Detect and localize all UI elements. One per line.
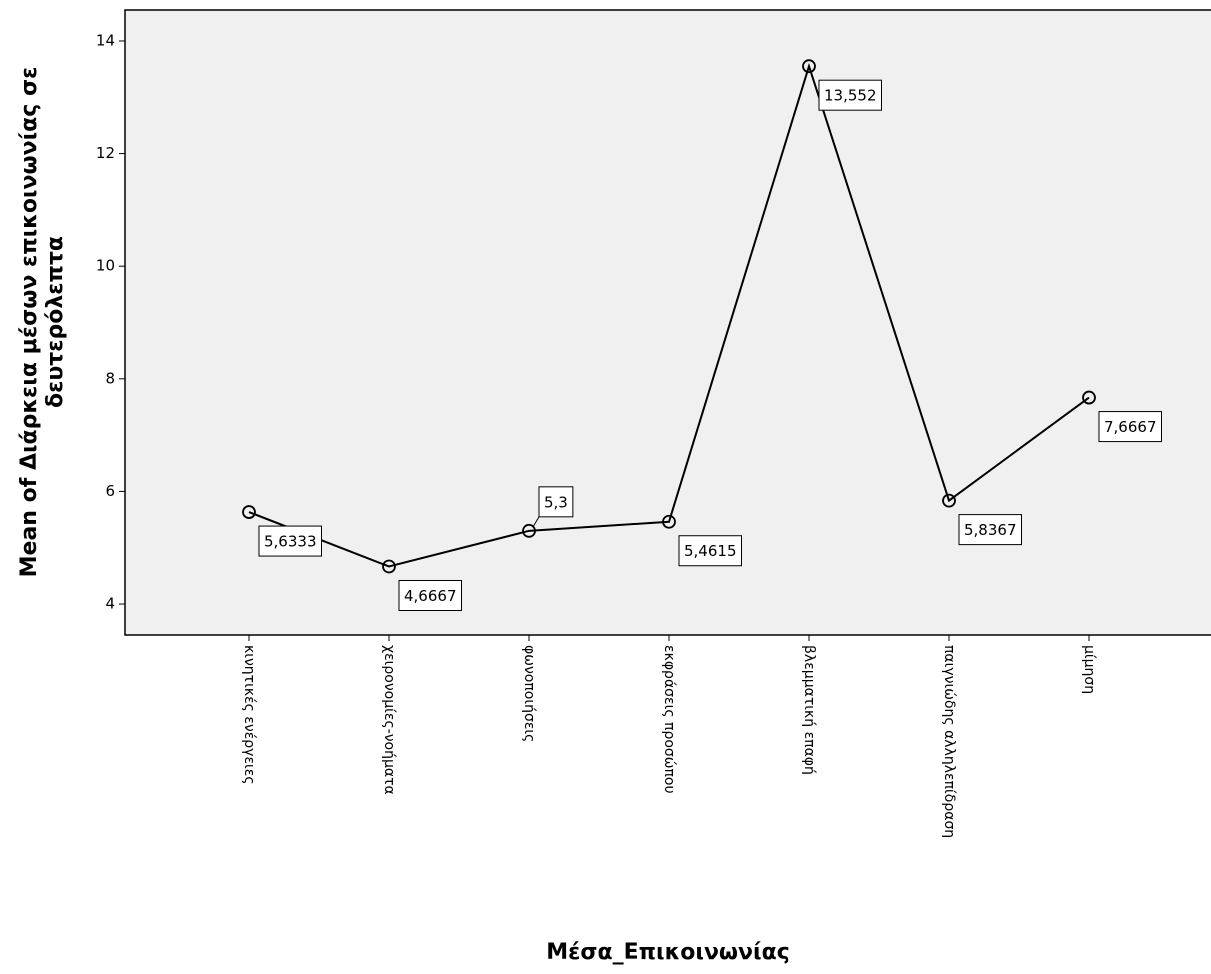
leader [532,516,540,528]
marker [522,523,536,538]
marker [802,59,816,74]
y-tick-label: 8 [105,369,115,387]
value-label: 5,3 [538,486,574,518]
value-label-box [818,79,882,111]
value-label: 4,6667 [398,579,462,611]
x-tick-label: μίμηση [1081,645,1097,694]
value-label-text: 5,8367 [964,521,1017,539]
y-tick-label: 4 [105,595,115,613]
value-label-text: 13,552 [824,87,877,105]
value-label-text: 5,6333 [264,533,317,551]
value-label-box [398,579,462,611]
y-axis-title: δευτερόλεπτα [43,236,68,408]
line [248,62,1090,568]
x-axis-title: Μέσα_Επικοινωνίας [546,940,790,965]
marker [382,559,396,574]
marker [942,493,956,508]
y-tick-label: 10 [96,257,115,275]
y-axis-title: Mean of Διάρκεια μέσων επικοινωνίας σε [17,67,42,578]
marker [242,505,256,519]
value-label-box [1098,411,1162,443]
marker [662,514,676,529]
x-tick-label: παιγνιώδης αλληλεπίδραση [941,645,957,838]
value-label: 13,552 [818,79,882,111]
value-label: 5,8367 [958,514,1022,546]
value-label: 5,4615 [678,535,742,567]
x-tick-label: φωνοποιήσεις [521,645,537,742]
value-label-text: 4,6667 [404,587,457,605]
value-label-text: 7,6667 [1104,418,1157,436]
x-tick-label: εκφράσεις προσώπου [661,645,677,794]
x-tick-label: βλεμματική επαφή [801,645,817,775]
value-label-box [538,486,574,518]
y-tick-label: 12 [96,144,115,162]
value-label: 7,6667 [1098,411,1162,443]
value-label: 5,6333 [258,525,322,557]
value-label-box [258,525,322,557]
value-label-box [678,535,742,567]
value-label-text: 5,4615 [684,542,737,560]
y-tick-label: 6 [105,482,115,500]
value-label-text: 5,3 [544,493,568,511]
x-tick-label: κινητικές ενέργειες [241,645,257,785]
value-label-box [958,514,1022,546]
x-tick-label: χειρονομίες-νοήματα [381,645,397,795]
y-tick-label: 14 [96,31,115,49]
marker [1082,390,1096,405]
